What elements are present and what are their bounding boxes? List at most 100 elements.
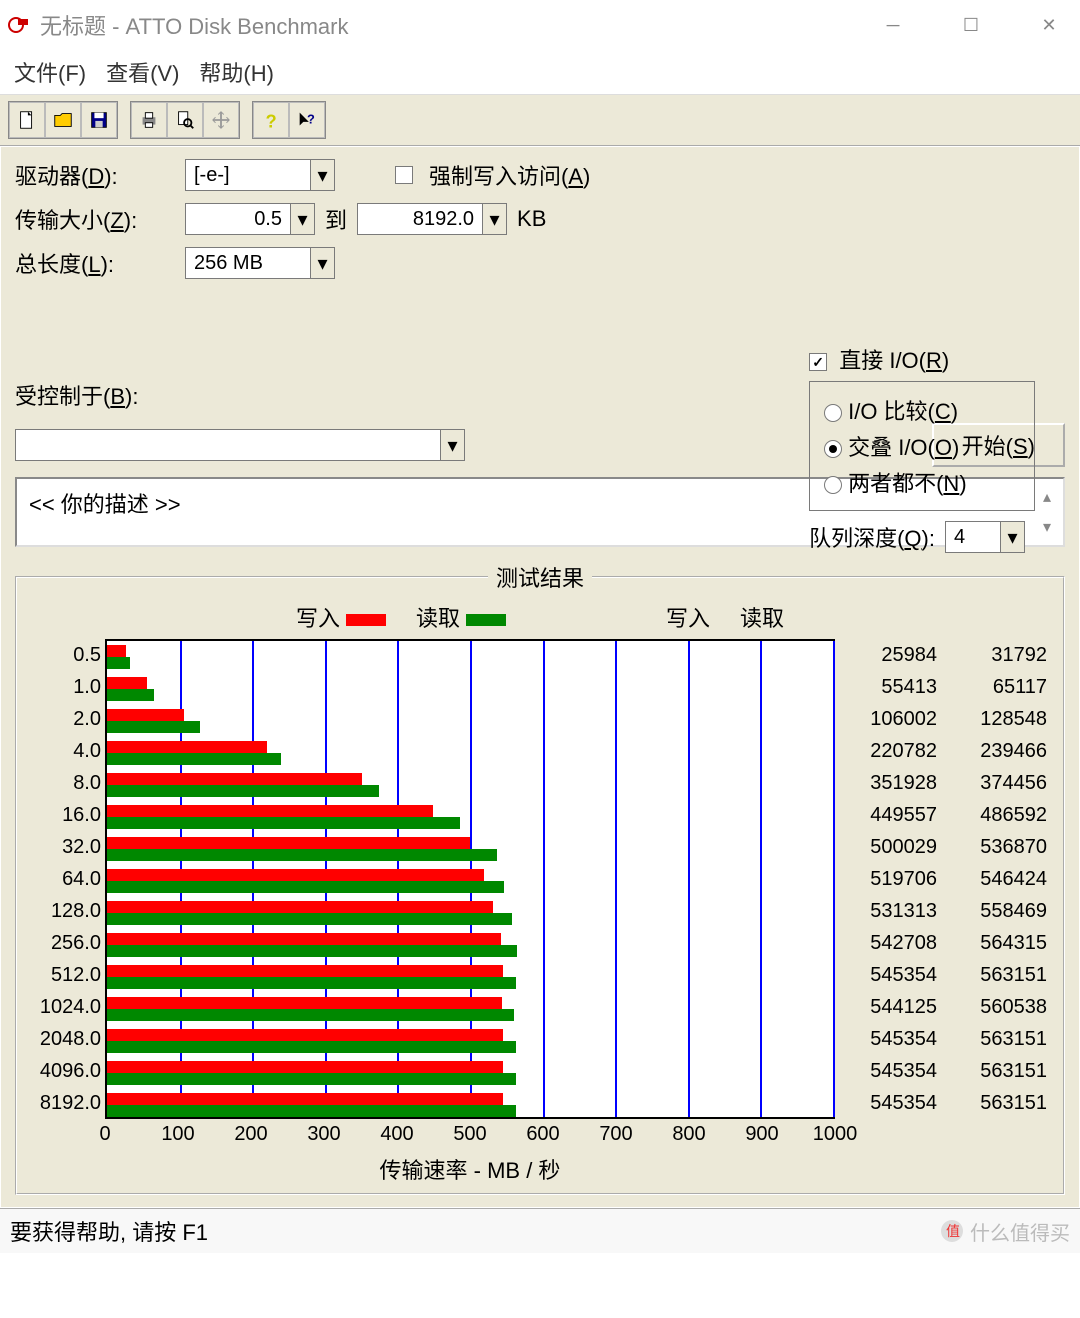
menu-view[interactable]: 查看(V) [106,56,179,88]
x-axis: 10020030040050060070080090010000 [105,1123,835,1151]
y-label: 4.0 [25,735,101,767]
write-bar [107,677,147,689]
menu-help[interactable]: 帮助(H) [199,56,274,88]
close-button[interactable]: ✕ [1026,9,1072,41]
maximize-button[interactable]: ☐ [948,9,994,41]
write-bar [107,933,501,945]
scrollbar[interactable]: ▴▾ [1043,487,1051,537]
whatsthis-button[interactable]: ? [289,102,325,138]
write-bar [107,1093,503,1105]
y-label: 2.0 [25,703,101,735]
drive-label: 驱动器(D): [15,159,175,191]
value-row: 2598431792 [835,639,1055,671]
transfer-from-combo[interactable]: 0.5 ▾ [185,203,315,235]
read-bar [107,817,460,829]
new-button[interactable] [9,102,45,138]
app-icon [8,13,32,37]
read-bar [107,913,512,925]
total-length-label: 总长度(L): [15,247,175,279]
status-text: 要获得帮助, 请按 F1 [10,1215,208,1247]
value-row: 519706546424 [835,863,1055,895]
value-row: 5541365117 [835,671,1055,703]
io-compare-label: I/O 比较(C) [848,399,958,424]
write-bar [107,869,484,881]
write-bar [107,741,267,753]
help-button[interactable]: ? [253,102,289,138]
value-row: 545354563151 [835,1087,1055,1119]
overlap-io-radio[interactable] [824,440,842,458]
value-columns: 2598431792554136511710600212854822078223… [835,639,1055,1185]
read-swatch [466,614,506,626]
read-bar [107,1073,516,1085]
print-button[interactable] [131,102,167,138]
write-bar [107,1061,503,1073]
svg-text:值: 值 [946,1223,960,1239]
legend-read-label: 读取 [416,606,460,631]
write-bar [107,837,470,849]
queue-depth-label: 队列深度(Q): [809,521,935,553]
save-button[interactable] [81,102,117,138]
move-button[interactable] [203,102,239,138]
y-label: 1024.0 [25,991,101,1023]
description-text: << 你的描述 >> [29,487,181,537]
value-row: 545354563151 [835,959,1055,991]
value-row: 106002128548 [835,703,1055,735]
chevron-down-icon: ▾ [310,160,334,190]
y-label: 2048.0 [25,1023,101,1055]
y-label: 0.5 [25,639,101,671]
open-button[interactable] [45,102,81,138]
y-label: 256.0 [25,927,101,959]
read-bar [107,977,516,989]
transfer-to-combo[interactable]: 8192.0 ▾ [357,203,507,235]
watermark: 值 什么值得买 [940,1217,1070,1246]
y-label: 64.0 [25,863,101,895]
controlled-by-label: 受控制于(B): [15,379,138,411]
write-bar [107,965,503,977]
write-bar [107,805,433,817]
window-title: 无标题 - ATTO Disk Benchmark [40,9,870,41]
transfer-size-label: 传输大小(Z): [15,203,175,235]
force-write-checkbox[interactable] [395,166,413,184]
write-bar [107,645,126,657]
io-compare-radio[interactable] [824,404,842,422]
value-row: 500029536870 [835,831,1055,863]
results-title: 测试结果 [488,561,592,593]
chart-plot [105,639,835,1119]
menu-file[interactable]: 文件(F) [14,56,86,88]
x-axis-label: 传输速率 - MB / 秒 [105,1153,835,1185]
value-row: 545354563151 [835,1055,1055,1087]
chevron-down-icon: ▾ [1000,522,1024,552]
read-bar [107,1041,516,1053]
y-label: 8.0 [25,767,101,799]
svg-text:?: ? [307,112,315,127]
queue-combo[interactable]: 4 ▾ [945,521,1025,553]
minimize-button[interactable]: ─ [870,9,916,41]
read-bar [107,945,517,957]
y-label: 8192.0 [25,1087,101,1119]
write-bar [107,1029,503,1041]
kb-label: KB [517,206,546,232]
value-row: 544125560538 [835,991,1055,1023]
controlled-by-combo[interactable]: ▾ [15,429,465,461]
svg-text:?: ? [266,110,277,131]
force-write-label: 强制写入访问(A) [429,159,590,191]
value-row: 531313558469 [835,895,1055,927]
preview-button[interactable] [167,102,203,138]
length-combo[interactable]: 256 MB ▾ [185,247,335,279]
toolbar: ? ? [0,95,1080,146]
value-row: 351928374456 [835,767,1055,799]
menubar: 文件(F) 查看(V) 帮助(H) [0,50,1080,95]
overlap-io-label: 交叠 I/O(O) [848,435,959,460]
read-bar [107,657,130,669]
drive-combo[interactable]: [-e-] ▾ [185,159,335,191]
direct-io-checkbox[interactable]: ✓ [809,353,827,371]
chart-legend: 写入 读取 写入 读取 [25,601,1055,633]
neither-radio[interactable] [824,476,842,494]
legend-write-label: 写入 [296,606,340,631]
y-label: 16.0 [25,799,101,831]
y-axis-labels: 0.51.02.04.08.016.032.064.0128.0256.0512… [25,639,105,1185]
write-bar [107,773,362,785]
y-label: 1.0 [25,671,101,703]
to-label: 到 [325,203,347,235]
read-bar [107,689,154,701]
